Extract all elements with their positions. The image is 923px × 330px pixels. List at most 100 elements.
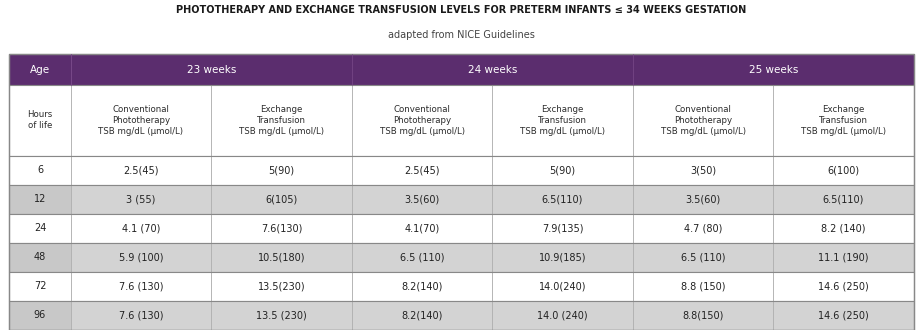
- Text: 6(100): 6(100): [827, 165, 859, 175]
- Bar: [9, 54, 914, 330]
- Text: 24: 24: [34, 223, 46, 233]
- Text: 4.1(70): 4.1(70): [404, 223, 439, 233]
- Text: Exchange
Transfusion
TSB mg/dL (μmol/L): Exchange Transfusion TSB mg/dL (μmol/L): [239, 105, 324, 136]
- Text: 10.5(180): 10.5(180): [258, 252, 306, 262]
- Bar: [492, 214, 633, 243]
- Bar: [773, 272, 914, 301]
- Text: 13.5 (230): 13.5 (230): [256, 311, 306, 320]
- Bar: [9, 301, 71, 330]
- Bar: [352, 214, 492, 243]
- Bar: [352, 243, 492, 272]
- Bar: [9, 272, 71, 301]
- Text: 7.6(130): 7.6(130): [261, 223, 302, 233]
- Text: 3.5(60): 3.5(60): [686, 194, 721, 204]
- Bar: [9, 185, 71, 214]
- Bar: [211, 156, 352, 185]
- Bar: [773, 243, 914, 272]
- Bar: [633, 214, 773, 243]
- Bar: [211, 272, 352, 301]
- Text: 6.5(110): 6.5(110): [542, 194, 583, 204]
- Text: 4.7 (80): 4.7 (80): [684, 223, 722, 233]
- Bar: [773, 185, 914, 214]
- Bar: [492, 185, 633, 214]
- Bar: [633, 301, 773, 330]
- Text: 8.2 (140): 8.2 (140): [821, 223, 866, 233]
- Text: 3(50): 3(50): [690, 165, 716, 175]
- Text: 72: 72: [34, 281, 46, 291]
- Text: PHOTOTHERAPY AND EXCHANGE TRANSFUSION LEVELS FOR PRETERM INFANTS ≤ 34 WEEKS GEST: PHOTOTHERAPY AND EXCHANGE TRANSFUSION LE…: [176, 5, 747, 15]
- Bar: [492, 85, 633, 156]
- Text: 6: 6: [37, 165, 43, 175]
- Text: Conventional
Phototherapy
TSB mg/dL (μmol/L): Conventional Phototherapy TSB mg/dL (μmo…: [379, 105, 464, 136]
- Bar: [773, 156, 914, 185]
- Text: 4.1 (70): 4.1 (70): [122, 223, 161, 233]
- Text: 14.0 (240): 14.0 (240): [537, 311, 588, 320]
- Bar: [633, 185, 773, 214]
- Bar: [352, 272, 492, 301]
- Text: 48: 48: [34, 252, 46, 262]
- Text: 8.8 (150): 8.8 (150): [681, 281, 725, 291]
- Bar: [352, 156, 492, 185]
- Text: 13.5(230): 13.5(230): [258, 281, 306, 291]
- Bar: [9, 243, 71, 272]
- Text: 24 weeks: 24 weeks: [468, 65, 517, 75]
- Text: 10.9(185): 10.9(185): [539, 252, 586, 262]
- Text: 7.9(135): 7.9(135): [542, 223, 583, 233]
- Text: 3.5(60): 3.5(60): [404, 194, 439, 204]
- Text: 5(90): 5(90): [549, 165, 576, 175]
- Bar: [71, 156, 211, 185]
- Bar: [9, 156, 914, 185]
- Text: 6.5 (110): 6.5 (110): [400, 252, 444, 262]
- Bar: [71, 243, 211, 272]
- Text: 6(105): 6(105): [266, 194, 297, 204]
- Bar: [9, 272, 914, 301]
- Text: Hours
of life: Hours of life: [28, 110, 53, 130]
- Text: 6.5 (110): 6.5 (110): [681, 252, 725, 262]
- Bar: [71, 214, 211, 243]
- Text: Exchange
Transfusion
TSB mg/dL (μmol/L): Exchange Transfusion TSB mg/dL (μmol/L): [520, 105, 605, 136]
- Bar: [71, 185, 211, 214]
- Text: 6.5(110): 6.5(110): [822, 194, 864, 204]
- Bar: [492, 243, 633, 272]
- Bar: [211, 214, 352, 243]
- Text: 25 weeks: 25 weeks: [749, 65, 798, 75]
- Text: 3 (55): 3 (55): [126, 194, 156, 204]
- Bar: [773, 214, 914, 243]
- Text: 8.8(150): 8.8(150): [682, 311, 724, 320]
- Bar: [633, 272, 773, 301]
- Bar: [71, 301, 211, 330]
- Bar: [71, 85, 211, 156]
- Text: 11.1 (190): 11.1 (190): [819, 252, 869, 262]
- Bar: [211, 85, 352, 156]
- Bar: [9, 156, 71, 185]
- Text: 14.0(240): 14.0(240): [539, 281, 586, 291]
- Text: Conventional
Phototherapy
TSB mg/dL (μmol/L): Conventional Phototherapy TSB mg/dL (μmo…: [661, 105, 746, 136]
- Bar: [9, 214, 914, 243]
- Text: Age: Age: [30, 65, 50, 75]
- Text: 2.5(45): 2.5(45): [404, 165, 439, 175]
- Text: Exchange
Transfusion
TSB mg/dL (μmol/L): Exchange Transfusion TSB mg/dL (μmol/L): [801, 105, 886, 136]
- Bar: [9, 85, 914, 156]
- Bar: [9, 54, 71, 85]
- Bar: [211, 185, 352, 214]
- Bar: [633, 156, 773, 185]
- Text: 5(90): 5(90): [269, 165, 294, 175]
- Bar: [211, 301, 352, 330]
- Bar: [352, 85, 492, 156]
- Text: Conventional
Phototherapy
TSB mg/dL (μmol/L): Conventional Phototherapy TSB mg/dL (μmo…: [99, 105, 184, 136]
- Bar: [633, 85, 773, 156]
- Text: 7.6 (130): 7.6 (130): [119, 311, 163, 320]
- Text: 23 weeks: 23 weeks: [186, 65, 236, 75]
- Bar: [9, 85, 71, 156]
- Bar: [9, 54, 914, 85]
- Bar: [773, 301, 914, 330]
- Bar: [9, 185, 914, 214]
- Text: 7.6 (130): 7.6 (130): [119, 281, 163, 291]
- Bar: [633, 54, 914, 85]
- Bar: [352, 185, 492, 214]
- Bar: [492, 272, 633, 301]
- Bar: [492, 156, 633, 185]
- Text: 5.9 (100): 5.9 (100): [119, 252, 163, 262]
- Text: 12: 12: [34, 194, 46, 204]
- Bar: [352, 54, 633, 85]
